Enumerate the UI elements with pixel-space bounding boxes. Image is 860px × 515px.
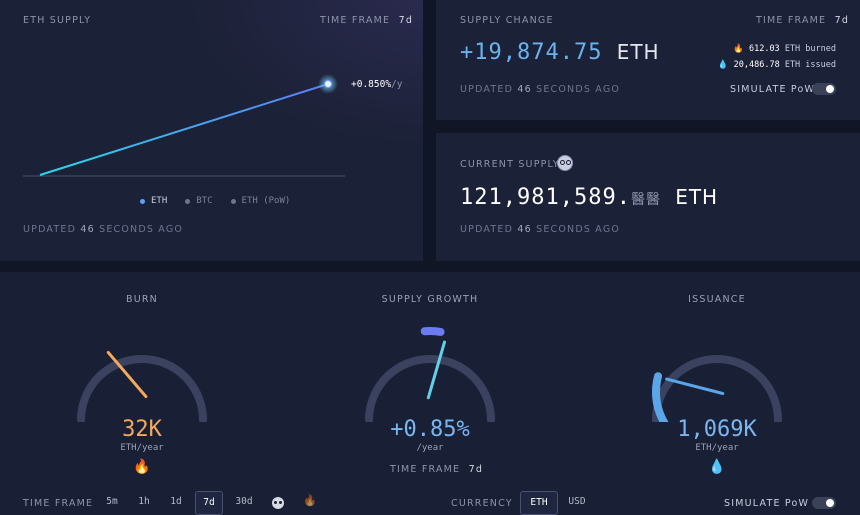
droplet-icon: 💧 [708, 458, 726, 474]
panda-icon[interactable] [272, 497, 284, 509]
rate-unit: /y [391, 79, 403, 90]
issuance-unit: ETH/year [695, 443, 739, 453]
growth-gauge-fill [420, 327, 445, 336]
issued-row: 💧 20,486.78 ETH issued [717, 60, 836, 70]
footer-simulate-pow-label: SIMULATE PoW [724, 498, 810, 509]
time-frame-indicator: TIME FRAME 7d [320, 15, 413, 26]
current-supply-value: 121,981,589.醫醫 ETH [460, 185, 719, 210]
eth-supply-card: ETH SUPPLY TIME FRAME 7d +0.850%/y ETH B… [0, 0, 423, 261]
legend-btc[interactable]: BTC [185, 196, 213, 206]
time-frame-indicator: TIME FRAME 7d [756, 15, 850, 26]
simulate-pow-toggle[interactable] [812, 83, 836, 95]
pow-dot-icon [230, 198, 236, 204]
chart-endpoint [324, 80, 332, 88]
issuance-gauge-fill [652, 372, 669, 422]
currency-eth[interactable]: ETH [520, 491, 558, 515]
time-frame-value: 7d [398, 15, 414, 26]
burn-issue-breakdown: 🔥 612.03 ETH burned 💧 20,486.78 ETH issu… [718, 41, 836, 73]
supply-growth-value: +0.85% [390, 417, 470, 442]
growth-needle [426, 340, 447, 400]
currency-label: CURRENCY [451, 498, 513, 509]
nerd-face-icon [557, 155, 573, 171]
supply-growth-title: SUPPLY GROWTH [381, 294, 479, 305]
burned-row: 🔥 612.03 ETH burned [733, 44, 836, 54]
footer-simulate-pow-toggle[interactable] [812, 497, 836, 509]
issuance-value: 1,069K [677, 417, 757, 442]
updated-text: UPDATED 46 SECONDS AGO [23, 224, 184, 235]
current-supply-title: CURRENT SUPPLY [460, 159, 560, 170]
time-frame-1d[interactable]: 1d [170, 496, 182, 507]
updated-text: UPDATED 46 SECONDS AGO [460, 84, 621, 95]
supply-change-value: +19,874.75 ETH [460, 40, 660, 65]
burn-title: BURN [126, 294, 158, 305]
footer-time-frame-label: TIME FRAME [23, 498, 94, 509]
time-frame-1h[interactable]: 1h [138, 496, 150, 507]
supply-change-title: SUPPLY CHANGE [460, 15, 554, 26]
simulate-pow-label: SIMULATE PoW [730, 84, 816, 95]
rate-value: +0.850% [351, 79, 392, 90]
fire-icon: 🔥 [133, 458, 151, 474]
fire-icon: 🔥 [733, 44, 744, 54]
updated-text: UPDATED 46 SECONDS AGO [460, 224, 621, 235]
burn-gauge [77, 350, 207, 422]
time-frame-5m[interactable]: 5m [106, 496, 118, 507]
time-frame-label: TIME FRAME [320, 15, 391, 26]
rate-label: +0.850%/y [351, 79, 403, 90]
droplet-icon: 💧 [717, 60, 729, 70]
time-frame-30d[interactable]: 30d [235, 496, 253, 507]
issuance-needle [665, 377, 725, 395]
chart-legend: ETH BTC ETH (PoW) [140, 196, 290, 206]
supply-change-card: SUPPLY CHANGE TIME FRAME 7d +19,874.75 E… [436, 0, 860, 120]
growth-time-frame: TIME FRAME 7d [390, 464, 484, 475]
time-frame-7d[interactable]: 7d [195, 491, 223, 515]
issuance-title: ISSUANCE [688, 294, 746, 305]
legend-eth[interactable]: ETH [140, 196, 167, 206]
supply-growth-unit: /year [416, 443, 444, 453]
gauges-card: BURN 32K ETH/year 🔥 SUPPLY GROWTH +0.85%… [0, 272, 860, 515]
btc-dot-icon [185, 198, 191, 204]
currency-usd[interactable]: USD [568, 496, 586, 507]
burn-unit: ETH/year [120, 443, 164, 453]
eth-supply-line [39, 83, 329, 176]
eth-dot-icon [140, 198, 145, 204]
legend-eth-pow[interactable]: ETH (PoW) [230, 196, 290, 206]
burn-needle [106, 350, 148, 399]
supply-chart [23, 74, 345, 177]
supply-growth-gauge [365, 327, 495, 422]
fire-toggle-icon[interactable]: 🔥 [303, 495, 317, 507]
current-supply-card: CURRENT SUPPLY 121,981,589.醫醫 ETH UPDATE… [436, 133, 860, 261]
eth-supply-title: ETH SUPPLY [23, 15, 92, 26]
burn-value: 32K [122, 417, 162, 442]
issuance-gauge [652, 355, 782, 422]
